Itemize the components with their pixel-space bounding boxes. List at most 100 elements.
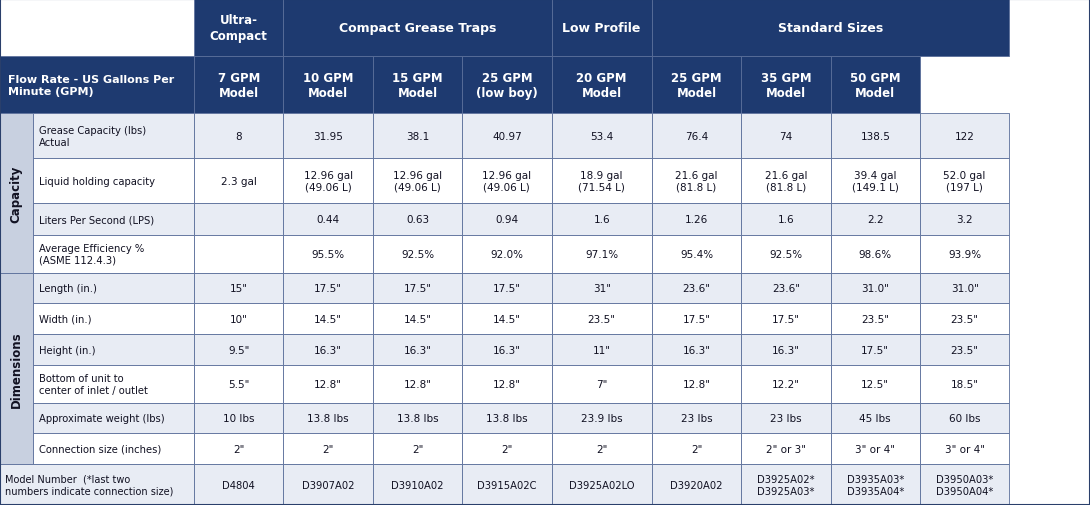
Bar	[462, 236, 552, 273]
Bar	[462, 273, 552, 304]
Text: D3935A03*
D3935A04*: D3935A03* D3935A04*	[847, 474, 904, 495]
Text: 5.5": 5.5"	[228, 379, 250, 389]
Text: 2": 2"	[412, 444, 423, 454]
Bar	[741, 402, 831, 433]
Bar	[741, 433, 831, 464]
Bar	[462, 304, 552, 335]
Bar	[0, 57, 194, 114]
Text: 1.26: 1.26	[685, 215, 708, 225]
Bar	[920, 159, 1009, 204]
Text: 12.8": 12.8"	[682, 379, 711, 389]
Text: 16.3": 16.3"	[493, 345, 521, 355]
Text: 3" or 4": 3" or 4"	[856, 444, 895, 454]
Text: 17.5": 17.5"	[493, 283, 521, 293]
Bar	[373, 273, 462, 304]
Text: 7 GPM
Model: 7 GPM Model	[218, 71, 259, 100]
Bar	[920, 114, 1009, 159]
Text: 14.5": 14.5"	[493, 314, 521, 324]
Bar	[920, 366, 1009, 402]
Bar	[920, 273, 1009, 304]
Bar	[920, 304, 1009, 335]
Bar	[373, 236, 462, 273]
Text: 45 lbs: 45 lbs	[859, 413, 892, 423]
Bar	[652, 464, 741, 505]
Text: 12.5": 12.5"	[861, 379, 889, 389]
Text: 35 GPM
Model: 35 GPM Model	[761, 71, 811, 100]
Bar	[283, 433, 373, 464]
Bar	[283, 204, 373, 236]
Text: 3" or 4": 3" or 4"	[945, 444, 984, 454]
Bar	[194, 114, 283, 159]
Text: 93.9%: 93.9%	[948, 249, 981, 260]
Bar	[33, 402, 194, 433]
Bar	[283, 304, 373, 335]
Text: 9.5": 9.5"	[228, 345, 250, 355]
Text: 17.5": 17.5"	[772, 314, 800, 324]
Bar	[373, 464, 462, 505]
Bar	[33, 159, 194, 204]
Text: 10 GPM
Model: 10 GPM Model	[303, 71, 353, 100]
Bar	[552, 273, 652, 304]
Text: D3925A02LO: D3925A02LO	[569, 480, 634, 490]
Bar	[283, 402, 373, 433]
Bar	[831, 335, 920, 366]
Text: 53.4: 53.4	[590, 132, 614, 141]
Text: 31.0": 31.0"	[950, 283, 979, 293]
Bar	[741, 114, 831, 159]
Bar	[33, 335, 194, 366]
Text: D3915A02C: D3915A02C	[477, 480, 536, 490]
Text: 31.0": 31.0"	[861, 283, 889, 293]
Bar	[194, 0, 283, 57]
Text: 12.96 gal
(49.06 L): 12.96 gal (49.06 L)	[482, 170, 532, 192]
Text: 60 lbs: 60 lbs	[949, 413, 980, 423]
Text: 14.5": 14.5"	[403, 314, 432, 324]
Bar	[652, 402, 741, 433]
Text: 2": 2"	[233, 444, 244, 454]
Text: 23.5": 23.5"	[950, 314, 979, 324]
Bar	[652, 366, 741, 402]
Bar	[0, 0, 194, 57]
Text: 2": 2"	[596, 444, 607, 454]
Bar	[831, 464, 920, 505]
Bar	[552, 335, 652, 366]
Text: Model Number  (*last two
numbers indicate connection size): Model Number (*last two numbers indicate…	[5, 474, 173, 495]
Text: 1.6: 1.6	[593, 215, 610, 225]
Bar	[652, 236, 741, 273]
Bar	[373, 433, 462, 464]
Bar	[831, 304, 920, 335]
Bar	[462, 335, 552, 366]
Bar	[652, 304, 741, 335]
Text: Dimensions: Dimensions	[10, 330, 23, 407]
Bar	[33, 273, 194, 304]
Text: 23.5": 23.5"	[861, 314, 889, 324]
Bar	[33, 114, 194, 159]
Text: 98.6%: 98.6%	[859, 249, 892, 260]
Text: Height (in.): Height (in.)	[39, 345, 96, 355]
Bar	[831, 433, 920, 464]
Bar	[920, 464, 1009, 505]
Bar	[373, 57, 462, 114]
Text: 95.5%: 95.5%	[312, 249, 344, 260]
Text: 16.3": 16.3"	[772, 345, 800, 355]
Bar	[552, 204, 652, 236]
Text: 23.5": 23.5"	[588, 314, 616, 324]
Text: 14.5": 14.5"	[314, 314, 342, 324]
Bar	[194, 366, 283, 402]
Text: Connection size (inches): Connection size (inches)	[39, 444, 161, 454]
Bar	[552, 57, 652, 114]
Bar	[33, 366, 194, 402]
Text: Bottom of unit to
center of inlet / outlet: Bottom of unit to center of inlet / outl…	[39, 373, 148, 395]
Text: 50 GPM
Model: 50 GPM Model	[850, 71, 900, 100]
Text: D3920A02: D3920A02	[670, 480, 723, 490]
Text: 21.6 gal
(81.8 L): 21.6 gal (81.8 L)	[765, 170, 807, 192]
Text: D3910A02: D3910A02	[391, 480, 444, 490]
Bar	[0, 464, 194, 505]
Text: 13.8 lbs: 13.8 lbs	[307, 413, 349, 423]
Bar	[831, 273, 920, 304]
Text: D4804: D4804	[222, 480, 255, 490]
Bar	[462, 204, 552, 236]
Bar	[283, 335, 373, 366]
Bar	[831, 366, 920, 402]
Bar	[283, 57, 373, 114]
Text: 2": 2"	[691, 444, 702, 454]
